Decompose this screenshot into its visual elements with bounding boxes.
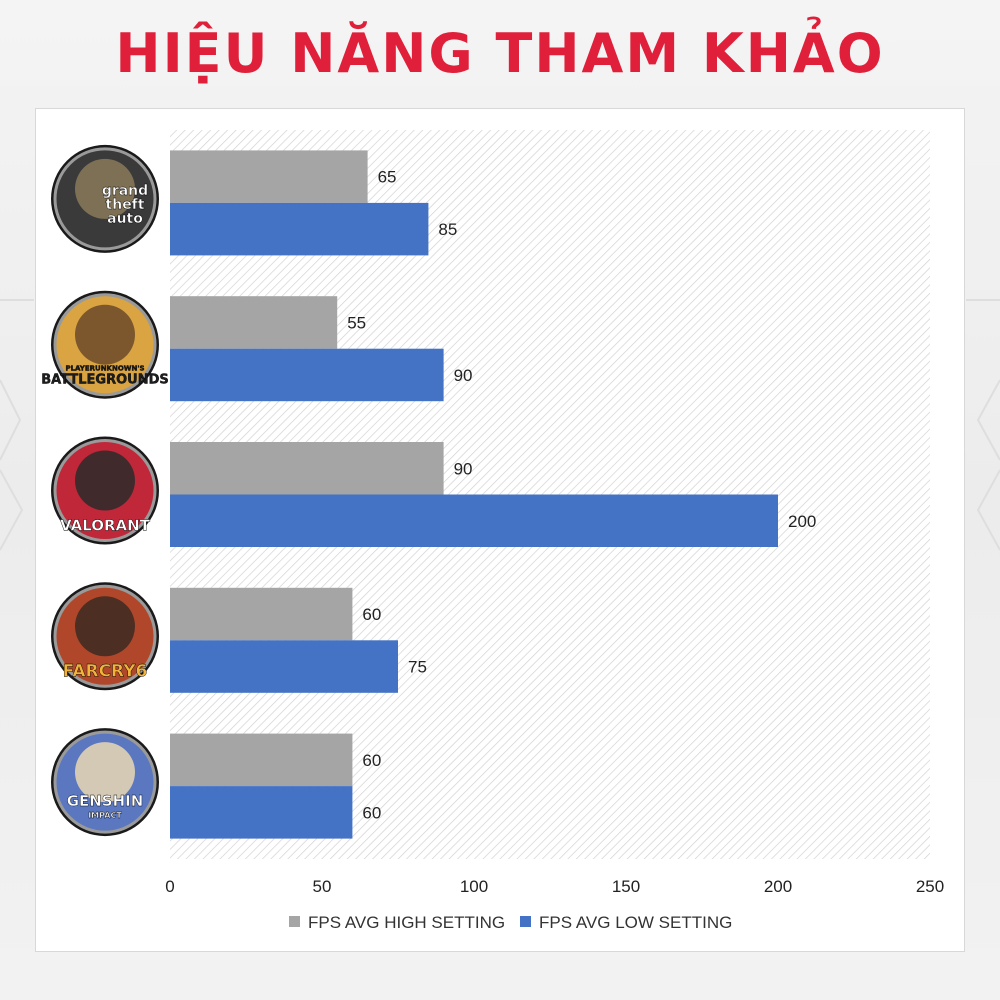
value-label-high-valorant: 90 [454, 459, 473, 478]
value-label-high-pubg: 55 [347, 313, 366, 332]
x-tick-label: 0 [165, 877, 174, 896]
logo-text: grand [102, 183, 148, 199]
logo-text: theft [106, 197, 145, 213]
bar-high-genshin [170, 733, 353, 787]
logo-text: auto [107, 211, 143, 227]
logo-text: FARCRY6 [63, 661, 148, 681]
value-label-high-farcry: 60 [362, 605, 381, 624]
x-axis-ticks: 0 50 100 150 200 250 [165, 877, 944, 896]
value-labels: 65 55 90 60 60 85 90 200 75 60 [347, 168, 816, 823]
page-title: HIỆU NĂNG THAM KHẢO [115, 22, 885, 85]
logo-text: GENSHIN [67, 792, 144, 810]
logo-text: PLAYERUNKNOWN'S [65, 365, 144, 373]
legend-label-high: FPS AVG HIGH SETTING [308, 913, 505, 932]
legend: FPS AVG HIGH SETTING FPS AVG LOW SETTING [289, 913, 732, 932]
value-label-high-genshin: 60 [362, 751, 381, 770]
x-tick-label: 250 [916, 877, 944, 896]
bar-low-pubg [170, 348, 444, 402]
chart-panel: grand theft auto PLAYERUNKNOWN'S BATTLEGROUN… [35, 108, 965, 952]
value-label-low-valorant: 200 [788, 512, 816, 531]
logo-text: VALORANT [60, 517, 151, 535]
value-label-low-gta: 85 [438, 220, 457, 239]
valorant-logo-icon: VALORANT [51, 436, 159, 545]
x-tick-label: 50 [313, 877, 332, 896]
value-label-high-gta: 65 [378, 168, 397, 187]
bar-high-gta [170, 150, 368, 203]
bar-high-valorant [170, 442, 444, 495]
legend-swatch-high [289, 916, 300, 927]
bar-low-gta [170, 202, 429, 256]
bar-high-farcry [170, 587, 353, 641]
logo-text: IMPACT [88, 811, 122, 820]
legend-label-low: FPS AVG LOW SETTING [539, 913, 732, 932]
x-tick-label: 200 [764, 877, 792, 896]
bar-low-genshin [170, 786, 353, 839]
logo-text: BATTLEGROUNDS [41, 373, 168, 388]
far-cry-6-logo-icon: FARCRY6 [51, 582, 159, 691]
bar-low-farcry [170, 640, 398, 693]
x-tick-label: 150 [612, 877, 640, 896]
bar-high-pubg [170, 296, 338, 349]
bar-low-valorant [170, 494, 778, 547]
bars [170, 150, 778, 839]
legend-swatch-low [520, 916, 531, 927]
x-tick-label: 100 [460, 877, 488, 896]
value-label-low-genshin: 60 [362, 803, 381, 822]
value-label-low-pubg: 90 [454, 366, 473, 385]
value-label-low-farcry: 75 [408, 658, 427, 677]
